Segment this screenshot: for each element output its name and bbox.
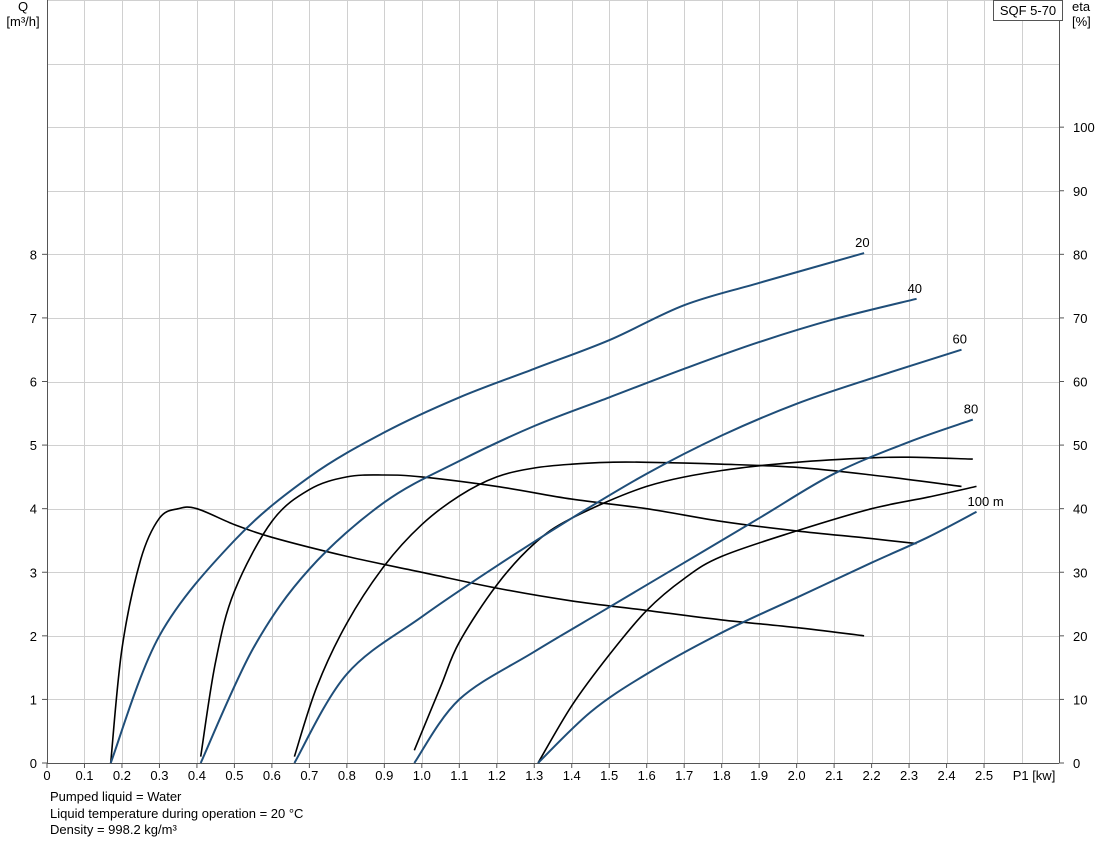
x-tick-label: 1.4	[563, 768, 581, 783]
flow-curve-40	[199, 297, 917, 764]
pumped-liquid-notes: Pumped liquid = Water Liquid temperature…	[50, 789, 303, 839]
model-label: SQF 5-70	[993, 0, 1063, 21]
y-right-tick-label: 70	[1073, 311, 1087, 326]
curve-label-60: 60	[953, 332, 967, 347]
y-left-tick-label: 3	[30, 565, 37, 580]
x-tick-label: 2.0	[788, 768, 806, 783]
efficiency-curve-eta-40	[199, 474, 917, 757]
x-tick-label: 1.0	[413, 768, 431, 783]
y-right-tick-label: 10	[1073, 692, 1087, 707]
curve-labels: 20 40 60 80 100 m	[855, 235, 1004, 509]
y-left-tick-label: 8	[30, 247, 37, 262]
y-right-tick-label: 80	[1073, 247, 1087, 262]
axes: 0 0.1 0.2 0.3 0.4 0.5 0.6 0.7 0.8 0.9 1.0 1.1 1.2 1.3…	[6, 0, 1095, 783]
x-tick-label: 2.5	[975, 768, 993, 783]
y-right-tick-label: 40	[1073, 502, 1087, 517]
x-tick-label: 2.2	[863, 768, 881, 783]
y-left-tick-label: 2	[30, 629, 37, 644]
y-left-tick-label: 6	[30, 375, 37, 390]
y-left-tick-label: 1	[30, 692, 37, 707]
y-right-tick-label: 30	[1073, 565, 1087, 580]
x-tick-label: 1.3	[525, 768, 543, 783]
x-tick-label: 2.1	[825, 768, 843, 783]
x-tick-label: 0.8	[338, 768, 356, 783]
flow-curve-80	[413, 418, 974, 764]
note-temperature: Liquid temperature during operation = 20…	[50, 805, 304, 821]
x-tick-label: 0.7	[300, 768, 318, 783]
x-tick-label: 0.1	[75, 768, 93, 783]
efficiency-curve-eta-100	[537, 485, 977, 764]
y-right-tick-label: 100	[1073, 120, 1095, 135]
flow-curve-100-m	[537, 510, 977, 764]
y-left-axis-title: Q	[18, 0, 28, 14]
curve-label-100-m: 100 m	[968, 494, 1004, 509]
y-left-tick-label: 0	[30, 756, 37, 771]
grid	[47, 0, 1059, 764]
y-right-tick-label: 0	[1073, 756, 1080, 771]
y-right-tick-label: 90	[1073, 184, 1087, 199]
y-left-axis-unit: [m³/h]	[6, 14, 39, 29]
flow-curve-60	[293, 348, 962, 764]
x-tick-label: 0.2	[113, 768, 131, 783]
x-tick-label: 0.9	[375, 768, 393, 783]
x-tick-label: 2.4	[938, 768, 956, 783]
curve-label-20: 20	[855, 235, 869, 250]
x-tick-label: 0.3	[150, 768, 168, 783]
y-right-tick-label: 20	[1073, 629, 1087, 644]
x-axis-title: P1 [kw]	[1013, 768, 1056, 783]
x-tick-label: 0.4	[188, 768, 206, 783]
x-tick-label: 1.5	[600, 768, 618, 783]
x-tick-label: 1.8	[713, 768, 731, 783]
x-tick-label: 1.9	[750, 768, 768, 783]
y-right-tick-label: 60	[1073, 375, 1087, 390]
note-density: Density = 998.2 kg/m³	[50, 822, 177, 837]
note-liquid: Pumped liquid = Water	[50, 789, 182, 804]
efficiency-curve-eta-20	[109, 506, 865, 764]
y-right-axis-title: eta	[1072, 0, 1091, 14]
y-right-axis-unit: [%]	[1072, 14, 1091, 29]
curves	[109, 252, 977, 764]
x-tick-label: 1.7	[675, 768, 693, 783]
y-right-tick-label: 50	[1073, 438, 1087, 453]
y-left-tick-label: 5	[30, 438, 37, 453]
x-tick-label: 1.2	[488, 768, 506, 783]
y-left-tick-label: 4	[30, 502, 37, 517]
y-left-tick-label: 7	[30, 311, 37, 326]
x-tick-label: 0	[43, 768, 50, 783]
efficiency-curve-eta-80	[413, 456, 973, 751]
efficiency-curve-eta-60	[293, 461, 962, 757]
flow-curve-20	[109, 252, 865, 764]
x-tick-label: 0.6	[263, 768, 281, 783]
x-tick-label: 0.5	[225, 768, 243, 783]
x-tick-label: 1.6	[638, 768, 656, 783]
x-tick-label: 1.1	[450, 768, 468, 783]
curve-label-40: 40	[908, 281, 922, 296]
x-tick-label: 2.3	[900, 768, 918, 783]
curve-label-80: 80	[964, 402, 978, 417]
